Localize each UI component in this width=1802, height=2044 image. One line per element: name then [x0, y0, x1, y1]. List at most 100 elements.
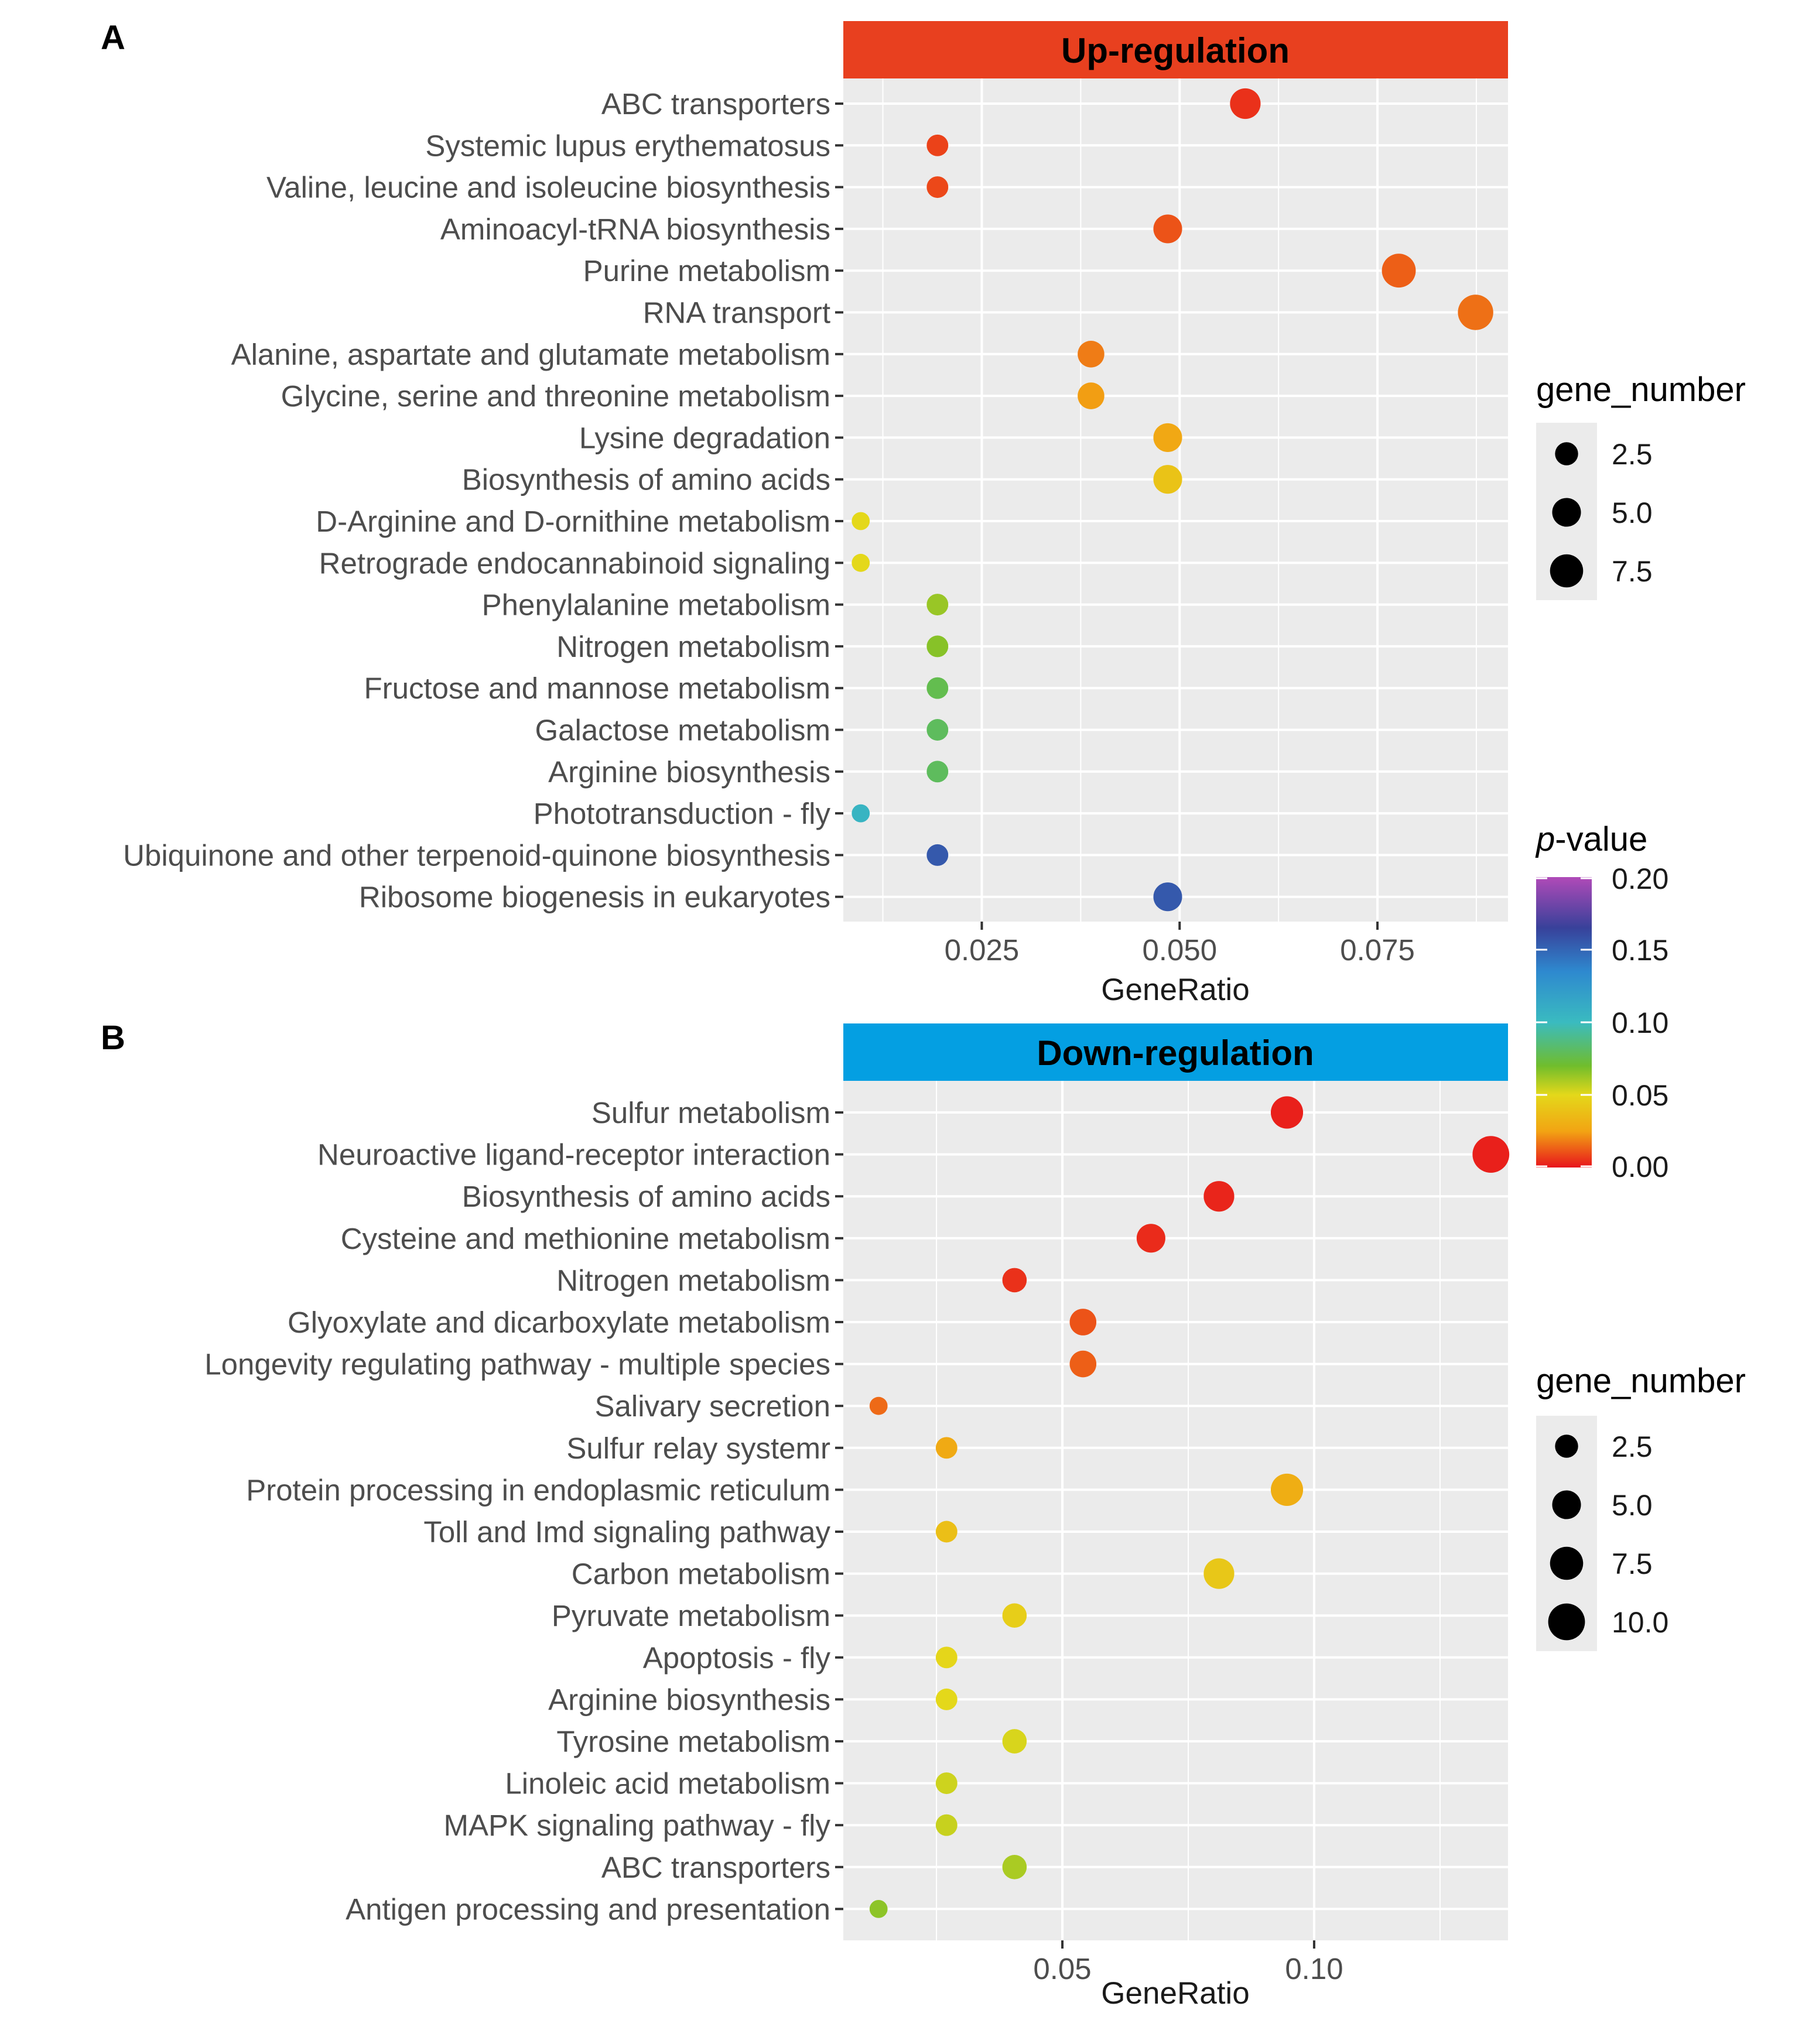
- y-tick-label: ABC transporters: [601, 1851, 830, 1884]
- panel-a-y-labels: ABC transporters Systemic lupus erythemat…: [123, 87, 843, 914]
- y-tick-label: Pyruvate metabolism: [552, 1599, 830, 1632]
- y-tick-label: Biosynthesis of amino acids: [462, 463, 830, 497]
- size-legend-label: 2.5: [1612, 1430, 1653, 1463]
- data-point: [1078, 382, 1105, 409]
- data-point: [1136, 1224, 1165, 1253]
- size-legend-label: 5.0: [1612, 497, 1653, 529]
- data-point: [926, 677, 949, 699]
- y-tick-label: Phototransduction - fly: [534, 797, 831, 830]
- data-point: [869, 1900, 888, 1918]
- y-tick-label: Glycine, serine and threonine metabolism: [281, 379, 830, 413]
- y-tick-label: Glyoxylate and dicarboxylate metabolism: [288, 1306, 830, 1339]
- y-tick-label: Phenylalanine metabolism: [482, 588, 830, 622]
- size-legend-b-title: gene_number: [1536, 1362, 1746, 1400]
- y-tick-label: D-Arginine and D-ornithine metabolism: [316, 505, 830, 538]
- y-tick-label: Valine, leucine and isoleucine biosynthe…: [266, 171, 830, 204]
- y-tick-label: Sulfur metabolism: [591, 1096, 830, 1129]
- y-tick-label: Carbon metabolism: [572, 1557, 830, 1591]
- y-tick-label: MAPK signaling pathway - fly: [444, 1809, 831, 1842]
- y-tick-label: Salivary secretion: [595, 1389, 831, 1423]
- panel-b-title: Down-regulation: [1037, 1033, 1314, 1073]
- panel-a-plot-background: [843, 78, 1508, 922]
- y-tick-label: Neuroactive ligand-receptor interaction: [317, 1138, 830, 1172]
- y-tick-label: Lysine degradation: [579, 421, 830, 454]
- panel-a-strip: [843, 21, 1508, 78]
- data-point: [1002, 1729, 1027, 1754]
- data-point: [852, 553, 870, 572]
- y-tick-label: Purine metabolism: [583, 254, 830, 287]
- y-tick-label: Nitrogen metabolism: [556, 630, 830, 663]
- y-tick-label: Ubiquinone and other terpenoid-quinone b…: [123, 838, 830, 872]
- size-legend-label: 2.5: [1612, 438, 1653, 471]
- size-legend-key: [1552, 1490, 1581, 1519]
- data-point: [1270, 1096, 1304, 1129]
- panel-a-title: Up-regulation: [1061, 31, 1290, 70]
- panel-b-points: [869, 1096, 1510, 1918]
- y-tick-label: Systemic lupus erythematosus: [425, 129, 830, 162]
- panel-b-strip: [843, 1023, 1508, 1081]
- size-legend-key: [1548, 1603, 1585, 1641]
- data-point: [935, 1814, 958, 1836]
- panel-b-x-ticks: 0.05 0.10: [1033, 1940, 1343, 1985]
- size-legend-label: 7.5: [1612, 555, 1653, 588]
- y-tick-label: Aminoacyl-tRNA biosynthesis: [440, 213, 830, 246]
- data-point: [1382, 254, 1416, 288]
- panel-a-points: [852, 88, 1493, 912]
- p-value-legend: p-value 0.20 0.15 0.10 0.05 0.00: [1535, 820, 1668, 1183]
- data-point: [852, 804, 870, 823]
- data-point: [1078, 341, 1105, 368]
- colorbar-label: 0.15: [1612, 934, 1668, 967]
- size-legend-a-title: gene_number: [1536, 371, 1746, 409]
- data-point: [1153, 465, 1182, 494]
- data-point: [1203, 1181, 1235, 1212]
- panel-a-x-axis-title: GeneRatio: [1101, 973, 1249, 1007]
- y-tick-label: Cysteine and methionine metabolism: [341, 1222, 830, 1255]
- colorbar-label: 0.00: [1612, 1151, 1668, 1183]
- panel-b-plot-background: [843, 1081, 1508, 1940]
- y-tick-label: Biosynthesis of amino acids: [462, 1180, 830, 1213]
- data-point: [1203, 1558, 1235, 1589]
- size-legend-label: 10.0: [1612, 1606, 1668, 1639]
- size-legend-a: gene_number 2.5 5.0 7.5: [1536, 371, 1746, 600]
- y-tick-label: Arginine biosynthesis: [548, 1683, 830, 1716]
- y-tick-label: Retrograde endocannabinoid signaling: [319, 546, 830, 580]
- panel-a-x-ticks: 0.025 0.050 0.075: [945, 922, 1415, 967]
- y-tick-label: Apoptosis - fly: [643, 1641, 831, 1675]
- size-legend-key: [1552, 498, 1581, 527]
- panel-a-letter: A: [101, 19, 125, 57]
- y-tick-label: Nitrogen metabolism: [556, 1264, 830, 1297]
- size-legend-a-keys: 2.5 5.0 7.5: [1550, 438, 1653, 588]
- data-point: [926, 844, 949, 866]
- y-tick-label: Galactose metabolism: [535, 714, 830, 747]
- data-point: [1069, 1309, 1097, 1336]
- x-tick-label: 0.05: [1033, 1952, 1091, 1985]
- data-point: [926, 594, 949, 616]
- data-point: [1153, 882, 1182, 912]
- y-tick-label: ABC transporters: [601, 87, 830, 121]
- p-value-legend-title: p-value: [1535, 820, 1647, 858]
- panel-b-x-axis-title: GeneRatio: [1101, 1976, 1249, 2011]
- data-point: [1002, 1854, 1027, 1879]
- data-point: [1472, 1136, 1510, 1173]
- data-point: [1458, 295, 1493, 330]
- size-legend-label: 7.5: [1612, 1547, 1653, 1580]
- x-tick-label: 0.10: [1285, 1952, 1343, 1985]
- x-tick-label: 0.075: [1340, 933, 1415, 967]
- data-point: [926, 719, 949, 741]
- data-point: [852, 512, 870, 530]
- data-point: [926, 176, 949, 198]
- panel-a: A Up-regulation ABC transporters Systemic…: [101, 19, 1508, 1007]
- y-tick-label: Protein processing in endoplasmic reticu…: [246, 1473, 830, 1507]
- y-tick-label: Arginine biosynthesis: [548, 755, 830, 789]
- panel-b-letter: B: [101, 1019, 125, 1057]
- y-tick-label: Tyrosine metabolism: [556, 1725, 830, 1758]
- data-point: [935, 1646, 958, 1669]
- colorbar-label: 0.10: [1612, 1006, 1668, 1039]
- y-tick-label: Fructose and mannose metabolism: [364, 672, 830, 705]
- data-point: [926, 635, 949, 658]
- p-value-legend-title-rest: -value: [1555, 820, 1647, 858]
- size-legend-key: [1550, 1546, 1584, 1580]
- p-value-legend-ticks: 0.20 0.15 0.10 0.05 0.00: [1536, 862, 1668, 1183]
- x-tick-label: 0.025: [945, 933, 1020, 967]
